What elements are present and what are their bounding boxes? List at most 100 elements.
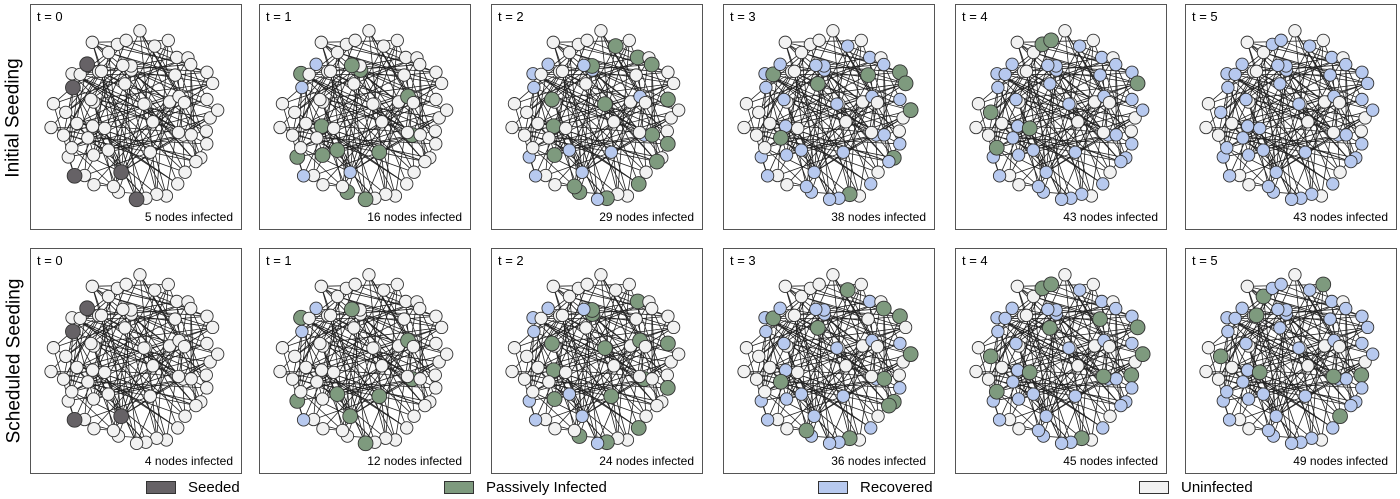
network-node-recovered [1228,311,1242,326]
network-node-uninfected [981,128,996,142]
network-node-uninfected [794,45,809,60]
network-edge [419,308,426,406]
network-edge [1275,103,1300,173]
network-node-uninfected [1301,359,1315,373]
legend-label-uninfected: Uninfected [1181,479,1253,496]
network-edge [108,52,122,173]
panel-scheduled-t5: t = 5 49 nodes infected [1185,248,1397,474]
network-node-passive [982,104,999,121]
time-label: t = 1 [266,253,292,268]
network-node-recovered [575,409,589,423]
network-node-passive [1043,276,1059,293]
legend-item-seeded: Seeded [146,479,240,496]
network-node-uninfected [56,372,71,386]
network-edge [643,316,669,380]
network-node-uninfected [406,95,421,110]
network-node-seeded [128,191,145,208]
network-node-uninfected [87,422,101,436]
network-node-uninfected [406,339,421,354]
network-node-recovered [877,57,891,72]
network-node-uninfected [70,116,84,131]
network-edge [1275,345,1325,417]
network-node-uninfected [870,339,885,354]
network-node-uninfected [148,39,162,53]
network-node-uninfected [555,308,570,322]
network-edge [90,343,211,363]
network-edge [1045,347,1070,417]
network-edge [1055,57,1102,67]
network-edge [764,317,885,380]
network-edge [801,52,906,84]
network-node-uninfected [137,97,151,111]
network-node-recovered [1273,77,1287,91]
network-node-recovered [1269,409,1283,423]
network-node-uninfected [763,360,777,375]
network-edge [1033,296,1047,417]
network-edge [996,391,1039,431]
network-edge [1229,274,1296,420]
network-node-uninfected [375,359,389,373]
network-edge [150,395,196,406]
network-node-uninfected [294,385,308,399]
network-node-uninfected [517,128,532,142]
network-node-recovered [1054,436,1069,450]
network-node-recovered [1274,277,1288,291]
network-node-recovered [807,165,821,179]
network-edge [791,71,863,103]
network-edge [791,315,860,441]
network-node-uninfected [632,125,647,140]
network-edge [569,52,583,173]
network-node-uninfected [418,154,432,169]
network-node-uninfected [752,105,766,120]
network-edge [182,72,208,136]
network-node-recovered [1043,77,1057,91]
network-node-uninfected [327,121,341,135]
network-edge [120,361,211,417]
network-node-uninfected [812,33,826,47]
network-node-recovered [1241,363,1255,377]
network-node-uninfected [861,312,875,326]
network-edge [1307,301,1344,366]
network-node-passive [371,144,388,161]
network-edge [813,361,904,417]
network-edge [988,315,1027,380]
time-label: t = 3 [730,253,756,268]
network-edge [1055,309,1104,377]
network-node-recovered [1355,336,1369,351]
network-node-recovered [1326,177,1340,191]
network-node-uninfected [1256,45,1271,60]
network-edge [353,83,366,200]
network-node-uninfected [302,67,316,82]
network-node-recovered [577,302,591,316]
network-edge [1239,395,1306,420]
network-edge [294,309,353,357]
network-edge [1075,151,1121,162]
network-node-recovered [830,97,844,111]
network-edge [372,290,385,349]
network-node-uninfected [594,268,608,282]
network-edge [526,309,593,357]
network-edge [71,317,151,397]
network-node-passive [839,282,856,298]
network-node-recovered [528,169,543,183]
network-node-uninfected [118,77,132,91]
network-node-recovered [1009,92,1023,107]
network-node-uninfected [137,341,151,355]
network-node-uninfected [546,35,560,49]
time-label: t = 0 [37,9,63,24]
infected-count-label: 16 nodes infected [367,210,462,224]
network-node-passive [660,335,676,352]
network-node-recovered [1235,301,1249,315]
network-edge [359,309,408,377]
network-node-recovered [1236,131,1250,145]
network-node-uninfected [1103,409,1117,423]
network-edge [1068,46,1081,105]
network-edge [1279,327,1292,444]
network-node-recovered [1114,154,1128,169]
network-edge [823,309,872,377]
network-edge [1018,345,1039,431]
network-node-recovered [1125,381,1139,395]
network-edge [604,290,617,349]
row-label-text: Scheduled Seeding [3,278,24,444]
network-node-recovered [1006,375,1020,389]
